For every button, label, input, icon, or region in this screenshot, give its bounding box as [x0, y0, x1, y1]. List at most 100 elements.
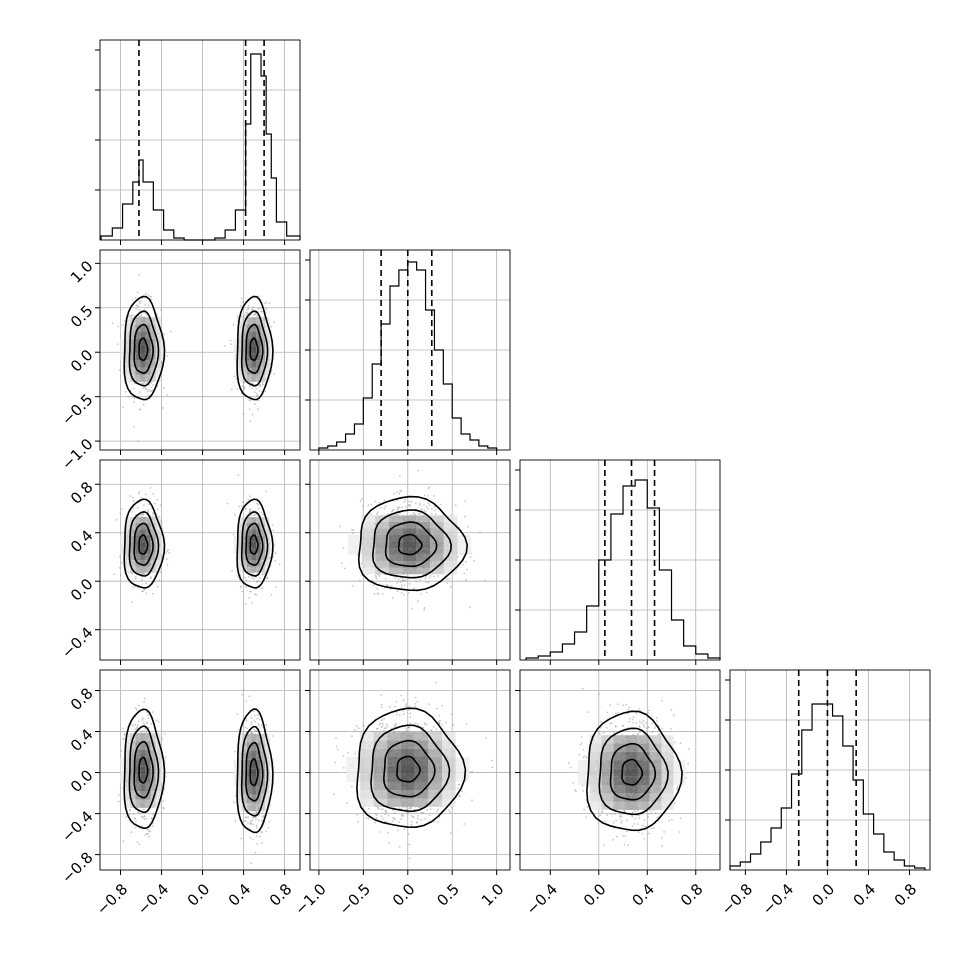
- scatter-sample: [254, 403, 256, 405]
- density-cell: [125, 345, 131, 354]
- scatter-sample: [248, 596, 250, 599]
- scatter-sample: [409, 504, 412, 507]
- density-cell: [430, 561, 444, 568]
- scatter-sample: [151, 824, 154, 827]
- scatter-sample: [241, 590, 243, 593]
- scatter-sample: [413, 587, 416, 590]
- scatter-sample: [473, 559, 475, 562]
- density-cell: [247, 317, 252, 325]
- scatter-sample: [136, 304, 139, 307]
- scatter-sample: [239, 586, 242, 589]
- scatter-sample: [161, 527, 164, 530]
- scatter-sample: [137, 704, 140, 707]
- scatter-sample: [257, 714, 259, 716]
- density-cell: [130, 782, 136, 792]
- density-cell: [155, 554, 161, 561]
- scatter-sample: [168, 551, 171, 554]
- density-cell: [260, 360, 266, 368]
- density-cell: [155, 529, 161, 536]
- contour-line: [138, 534, 149, 555]
- density-cell: [361, 548, 376, 555]
- scatter-sample: [256, 717, 259, 720]
- scatter-sample: [147, 717, 150, 720]
- scatter-sample: [427, 495, 429, 497]
- scatter-sample: [167, 549, 170, 552]
- scatter-sample: [260, 587, 263, 590]
- scatter-sample: [248, 590, 251, 593]
- scatter-sample: [134, 577, 137, 580]
- scatter-sample: [237, 576, 240, 578]
- density-cell: [402, 561, 417, 568]
- density-cell: [135, 799, 141, 808]
- scatter-sample: [390, 584, 393, 587]
- scatter-sample: [145, 388, 148, 391]
- scatter-sample: [142, 717, 144, 720]
- density-cell: [251, 345, 257, 354]
- scatter-sample: [166, 564, 169, 567]
- scatter-sample: [242, 381, 245, 384]
- density-cell: [457, 541, 472, 549]
- density-cell: [256, 367, 261, 375]
- scatter-sample: [245, 720, 248, 722]
- density-cell: [160, 541, 166, 548]
- density-cell: [361, 561, 376, 568]
- scatter-sample: [249, 822, 252, 825]
- panel-frame: [309, 459, 511, 661]
- scatter-sample: [231, 570, 233, 572]
- scatter-sample: [251, 823, 254, 826]
- density-cell: [145, 741, 151, 750]
- scatter-sample: [166, 354, 169, 357]
- scatter-sample: [417, 469, 420, 472]
- density-cell: [443, 515, 458, 522]
- scatter-sample: [384, 577, 387, 580]
- scatter-sample: [417, 513, 420, 516]
- scatter-sample: [464, 560, 467, 563]
- scatter-sample: [134, 817, 136, 820]
- scatter-sample: [392, 508, 395, 511]
- density-cell: [375, 528, 390, 536]
- scatter-sample: [257, 399, 260, 402]
- density-cell: [160, 345, 166, 354]
- scatter-sample: [376, 592, 379, 595]
- scatter-sample: [140, 315, 143, 318]
- scatter-sample: [148, 830, 151, 833]
- scatter-sample: [145, 314, 148, 316]
- density-cell: [238, 331, 243, 339]
- density-cell: [242, 360, 248, 368]
- scatter-sample: [152, 511, 154, 514]
- density-cell: [145, 774, 151, 783]
- scatter-sample: [141, 730, 144, 733]
- scatter-sample: [252, 305, 255, 308]
- scatter-sample: [256, 579, 259, 582]
- marginal-panel-1: [95, 39, 301, 245]
- scatter-sample: [254, 593, 257, 596]
- scatter-sample: [370, 513, 373, 516]
- scatter-sample: [259, 306, 262, 309]
- scatter-sample: [446, 578, 448, 581]
- scatter-sample: [416, 600, 419, 603]
- density-cell: [150, 791, 156, 800]
- scatter-sample: [270, 325, 273, 328]
- scatter-sample: [343, 567, 346, 570]
- scatter-sample: [136, 291, 139, 294]
- scatter-sample: [378, 575, 381, 577]
- scatter-sample: [245, 314, 248, 317]
- density-cell: [145, 317, 151, 325]
- scatter-sample: [120, 749, 123, 752]
- scatter-sample: [159, 504, 162, 507]
- scatter-sample: [150, 298, 153, 301]
- scatter-sample: [241, 693, 244, 696]
- scatter-sample: [429, 574, 432, 577]
- scatter-sample: [419, 512, 422, 515]
- density-cell: [265, 554, 270, 561]
- scatter-sample: [151, 592, 154, 595]
- density-cell: [361, 521, 376, 529]
- density-cell: [145, 749, 151, 759]
- scatter-sample: [466, 525, 469, 528]
- scatter-sample: [264, 390, 267, 393]
- scatter-sample: [133, 396, 136, 399]
- density-cell: [150, 758, 156, 767]
- scatter-sample: [148, 835, 151, 838]
- scatter-sample: [404, 498, 407, 501]
